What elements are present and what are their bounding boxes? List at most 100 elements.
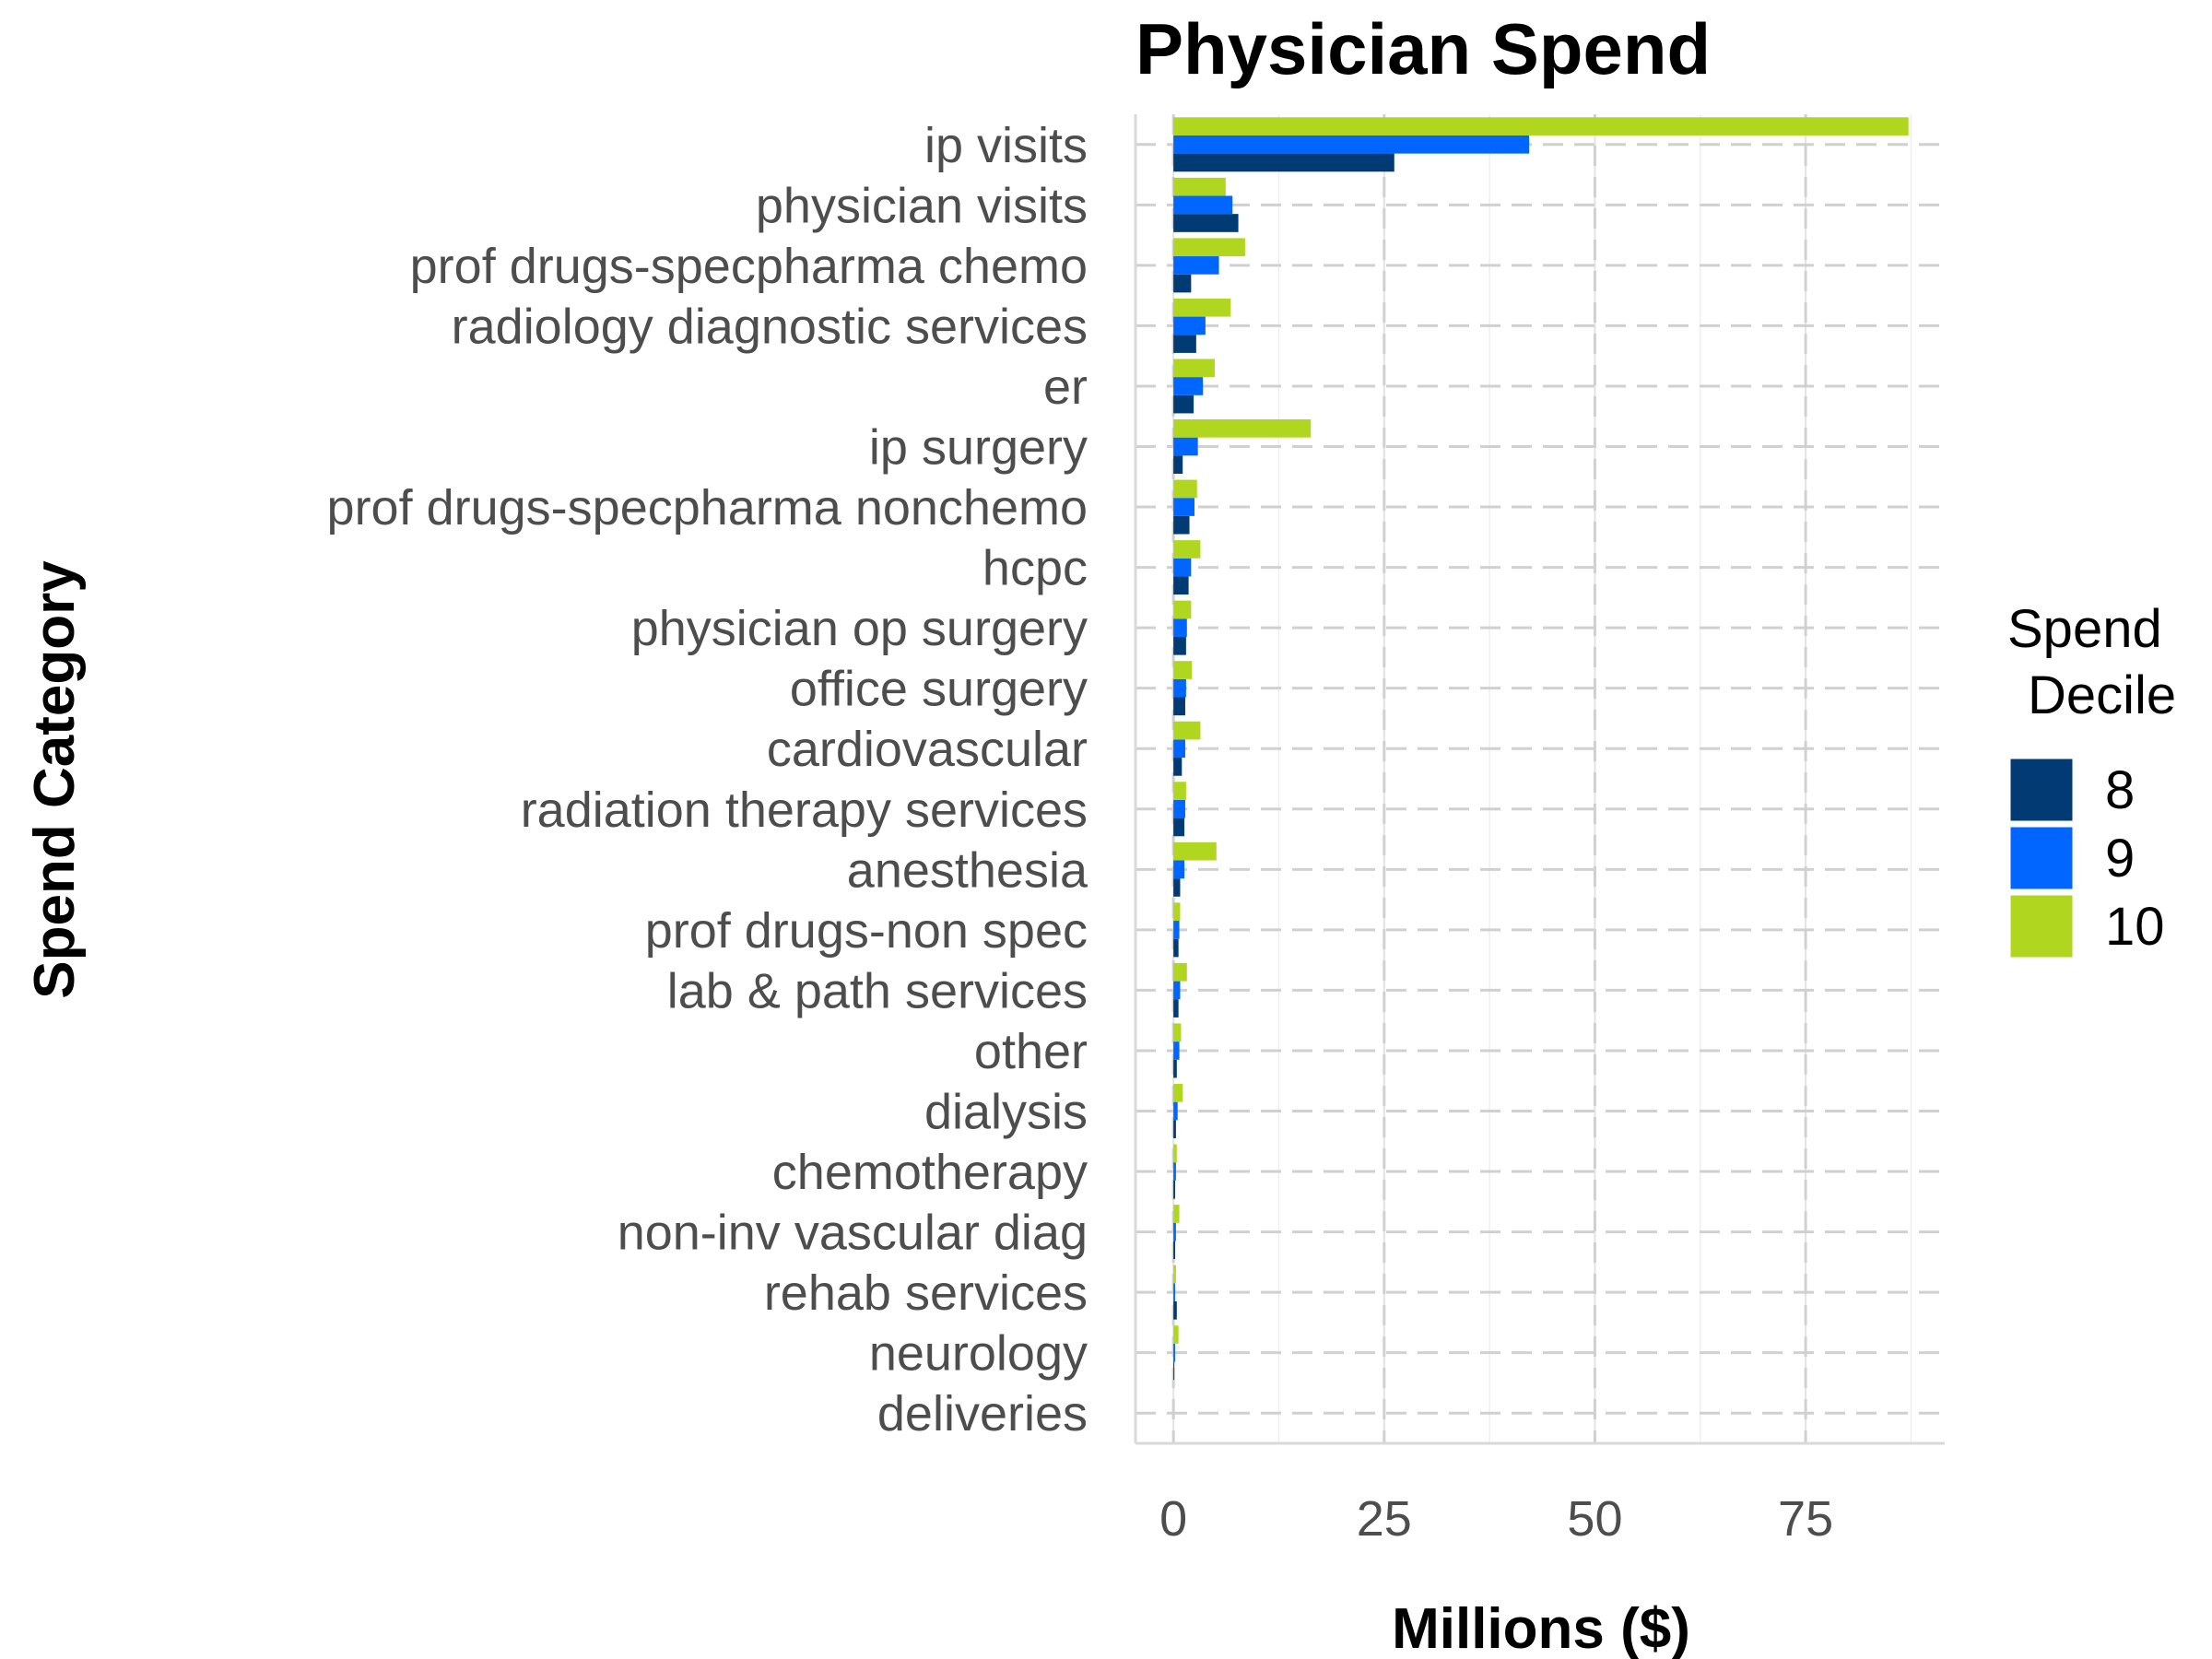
y-tick-label: ip visits [924, 118, 1088, 173]
y-tick-label: office surgery [790, 662, 1088, 717]
bar-decile-8 [1173, 394, 1194, 414]
legend: Spend Decile 8 9 10 [2007, 599, 2176, 960]
bar-decile-8 [1173, 1300, 1177, 1320]
bar-decile-9 [1173, 981, 1181, 1000]
y-tick-label: radiation therapy services [521, 782, 1088, 838]
legend-swatch-9 [2007, 824, 2076, 892]
legend-label-9: 9 [2105, 829, 2135, 888]
bar-decile-9 [1173, 618, 1187, 637]
bar-decile-9 [1173, 437, 1198, 456]
bar-decile-9 [1173, 135, 1530, 154]
y-axis-title: Spend Category [23, 560, 87, 999]
bar-decile-9 [1173, 1162, 1176, 1181]
bar-decile-8 [1173, 455, 1183, 474]
bar-decile-8 [1173, 758, 1182, 776]
bar-decile-9 [1173, 498, 1195, 516]
bar-decile-9 [1173, 1222, 1176, 1241]
bar-decile-9 [1173, 195, 1233, 215]
bar-decile-8 [1173, 1241, 1175, 1260]
y-tick-label: non-inv vascular diag [618, 1206, 1088, 1261]
bar-decile-8 [1173, 938, 1179, 958]
bar-decile-9 [1173, 799, 1185, 818]
bar-decile-8 [1173, 153, 1394, 172]
bar-decile-8 [1173, 515, 1190, 535]
bar-decile-8 [1173, 1120, 1176, 1138]
x-tick-label: 50 [1567, 1491, 1622, 1547]
legend-label-10: 10 [2105, 897, 2165, 957]
y-tick-label: prof drugs-non spec [645, 903, 1088, 959]
y-tick-label: er [1043, 359, 1088, 415]
bar-decile-10 [1173, 782, 1186, 800]
y-tick-label: dialysis [924, 1085, 1088, 1140]
y-tick-label: rehab services [764, 1265, 1088, 1321]
bar-decile-10 [1173, 661, 1193, 679]
y-tick-label: ip surgery [869, 420, 1088, 476]
x-axis-title: Millions ($) [1392, 1597, 1690, 1659]
y-tick-label: physician op surgery [631, 601, 1088, 656]
bar-decile-10 [1173, 177, 1226, 196]
bar-decile-10 [1173, 298, 1231, 317]
bar-decile-9 [1173, 256, 1219, 275]
bars [1173, 117, 1909, 1381]
bar-decile-9 [1173, 377, 1204, 395]
bar-decile-10 [1173, 1144, 1177, 1163]
bar-decile-10 [1173, 1205, 1180, 1223]
bar-decile-8 [1173, 335, 1196, 353]
bar-decile-8 [1173, 697, 1185, 716]
bar-decile-10 [1173, 1084, 1183, 1102]
y-tick-label: physician visits [756, 178, 1088, 233]
chart-title: Physician Spend [1135, 8, 1711, 89]
bar-decile-9 [1173, 678, 1186, 698]
y-tick-label: prof drugs-specpharma chemo [410, 239, 1088, 294]
legend-label-8: 8 [2105, 760, 2135, 820]
bar-decile-9 [1173, 558, 1192, 577]
y-tick-label: other [974, 1024, 1088, 1079]
bar-decile-10 [1173, 117, 1909, 135]
bar-decile-9 [1173, 316, 1206, 335]
bar-decile-9 [1173, 1283, 1175, 1301]
bar-decile-8 [1173, 1059, 1177, 1078]
bar-decile-10 [1173, 962, 1187, 982]
y-tick-label: prof drugs-specpharma nonchemo [327, 480, 1088, 535]
bar-decile-8 [1173, 878, 1181, 897]
bar-decile-9 [1173, 921, 1180, 939]
bar-decile-8 [1173, 818, 1185, 837]
bar-decile-10 [1173, 419, 1312, 438]
bar-decile-8 [1173, 1180, 1175, 1199]
bar-decile-8 [1173, 1361, 1175, 1381]
y-tick-label: radiology diagnostic services [452, 299, 1088, 354]
legend-title-line-2: Decile [2028, 665, 2176, 725]
x-tick-label: 25 [1357, 1491, 1412, 1547]
x-tick-label: 0 [1159, 1491, 1187, 1547]
y-tick-label: hcpc [982, 541, 1088, 596]
bar-decile-8 [1173, 214, 1239, 232]
bar-decile-9 [1173, 860, 1185, 879]
bar-decile-10 [1173, 841, 1217, 861]
legend-swatch-8 [2007, 756, 2076, 824]
bar-decile-9 [1173, 1041, 1180, 1060]
bar-decile-8 [1173, 636, 1186, 655]
y-tick-label: neurology [869, 1326, 1088, 1382]
x-tick-label: 75 [1778, 1491, 1833, 1547]
y-tick-label: anesthesia [847, 842, 1088, 898]
grid [1135, 114, 1945, 1443]
bar-decile-10 [1173, 359, 1215, 378]
legend-swatch-10 [2007, 892, 2076, 960]
bar-decile-8 [1173, 274, 1192, 293]
bar-decile-10 [1173, 1023, 1182, 1042]
bar-decile-8 [1173, 576, 1189, 595]
bar-decile-10 [1173, 1325, 1179, 1344]
bar-decile-10 [1173, 1265, 1176, 1284]
y-tick-label: cardiovascular [767, 722, 1088, 777]
bar-decile-10 [1173, 479, 1197, 499]
bar-decile-9 [1173, 1343, 1175, 1362]
bar-decile-10 [1173, 540, 1201, 559]
y-tick-label: lab & path services [667, 963, 1088, 1018]
legend-title-line-1: Spend [2007, 599, 2162, 659]
bar-decile-9 [1173, 1101, 1178, 1121]
bar-decile-10 [1173, 721, 1201, 740]
bar-decile-10 [1173, 238, 1245, 257]
bar-decile-10 [1173, 902, 1181, 922]
